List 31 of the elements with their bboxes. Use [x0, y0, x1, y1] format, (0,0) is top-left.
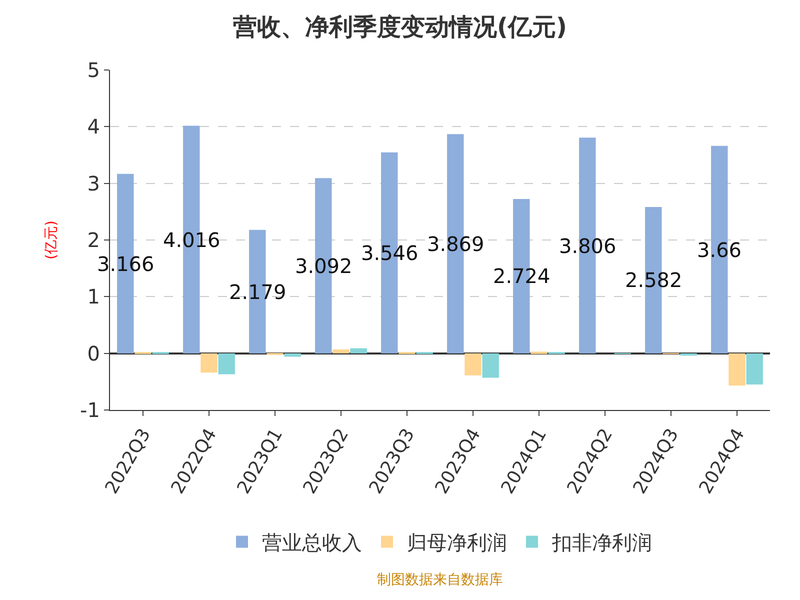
y-tick-label: 3 — [87, 171, 100, 196]
y-tick-label: 4 — [87, 114, 100, 139]
bar — [284, 353, 301, 357]
data-label: 3.546 — [361, 241, 418, 265]
y-tick-label: -1 — [80, 398, 100, 422]
bar — [200, 353, 218, 373]
chart-title: 营收、净利季度变动情况(亿元) — [232, 12, 567, 41]
data-label: 2.179 — [229, 280, 286, 304]
legend-label: 归母净利润 — [407, 530, 507, 554]
y-tick-label: 0 — [87, 341, 100, 366]
bar — [218, 353, 235, 374]
bar — [482, 353, 499, 378]
data-label: 3.806 — [559, 234, 616, 258]
data-label: 3.66 — [697, 238, 742, 262]
data-label: 2.582 — [625, 268, 682, 292]
legend-label: 营业总收入 — [262, 530, 362, 554]
bar — [464, 353, 482, 376]
legend-label: 扣非净利润 — [551, 530, 652, 554]
y-axis-title: (亿元) — [44, 220, 60, 260]
data-label: 3.869 — [427, 232, 484, 256]
data-label: 2.724 — [493, 264, 550, 288]
bar — [728, 353, 746, 386]
bar — [332, 349, 350, 354]
bar — [350, 348, 367, 354]
y-tick-label: 2 — [87, 228, 100, 252]
text: 制图数据来自数据库 — [377, 572, 503, 588]
bar — [746, 353, 763, 384]
data-label: 4.016 — [163, 228, 220, 252]
y-tick-label: 1 — [87, 284, 100, 309]
y-tick-label: 5 — [87, 58, 100, 82]
data-label: 3.092 — [295, 254, 352, 278]
